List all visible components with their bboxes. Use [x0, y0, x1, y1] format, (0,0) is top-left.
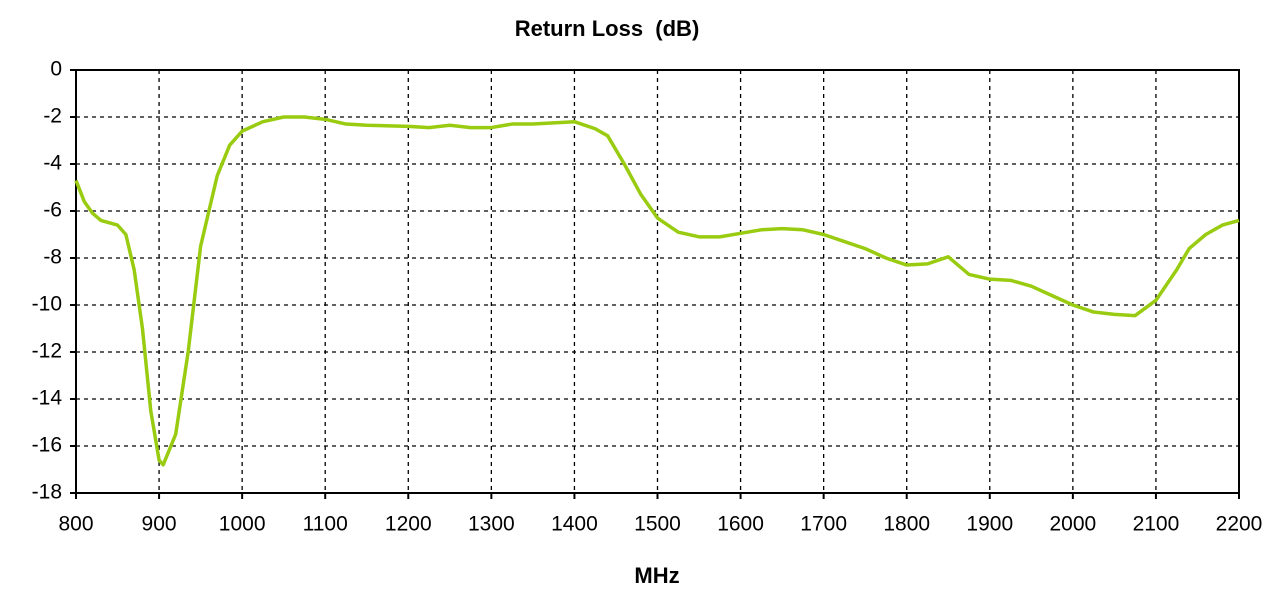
x-tick-label: 2000	[1049, 513, 1096, 536]
y-tick-label: -8	[43, 246, 62, 269]
y-tick-label: -18	[32, 481, 62, 504]
x-axis-label: MHz	[634, 563, 679, 588]
x-tick-label: 1600	[717, 513, 764, 536]
x-tick-label: 1200	[385, 513, 432, 536]
x-tick-label: 1000	[219, 513, 266, 536]
x-tick-label: 1100	[303, 513, 348, 536]
y-tick-label: -12	[32, 340, 62, 363]
y-tick-label: -10	[32, 293, 62, 316]
x-tick-label: 1800	[883, 513, 930, 536]
y-tick-label: -2	[43, 105, 62, 128]
chart-title: Return Loss (dB)	[515, 16, 700, 41]
x-tick-label: 800	[58, 513, 93, 536]
x-tick-label: 900	[142, 513, 177, 536]
x-tick-label: 1900	[966, 513, 1013, 536]
x-tick-label: 1500	[634, 513, 681, 536]
y-tick-label: -6	[43, 199, 62, 222]
x-tick-label: 2100	[1133, 513, 1180, 536]
y-tick-label: 0	[50, 58, 62, 81]
x-tick-label: 2200	[1216, 513, 1263, 536]
y-tick-label: -14	[32, 387, 63, 410]
x-tick-label: 1700	[800, 513, 847, 536]
y-tick-label: -4	[43, 152, 62, 175]
y-tick-label: -16	[32, 434, 62, 457]
plot-frame	[75, 69, 1240, 494]
x-tick-label: 1400	[551, 513, 598, 536]
data-line	[74, 115, 1240, 467]
x-tick-label: 1300	[468, 513, 515, 536]
